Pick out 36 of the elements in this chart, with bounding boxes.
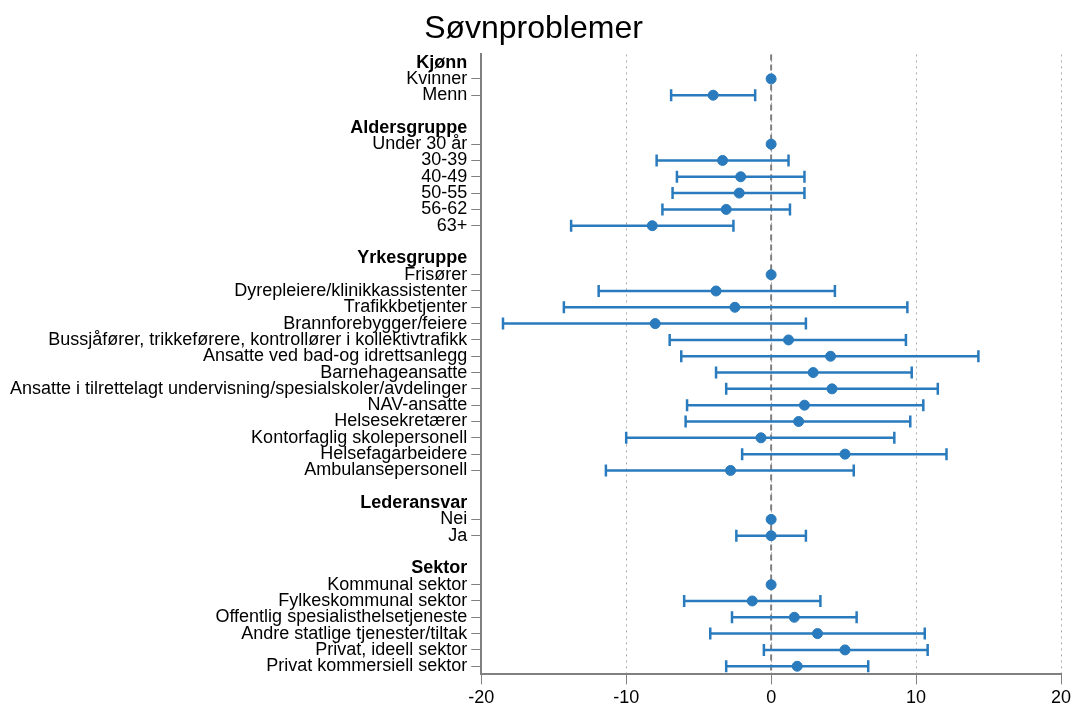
x-tick-label: 20 [1050, 687, 1072, 708]
point [765, 138, 777, 150]
point [710, 285, 722, 297]
point [788, 611, 800, 623]
chart-title: Søvnproblemer [424, 9, 644, 46]
point [746, 595, 758, 607]
y-tick-label: Helsesekretærer [334, 410, 468, 431]
y-tick-label: Menn [422, 84, 468, 105]
point [735, 171, 747, 183]
point [725, 464, 737, 476]
point [825, 350, 837, 362]
point [783, 334, 795, 346]
point [798, 399, 810, 411]
point [707, 89, 719, 101]
point [755, 432, 767, 444]
point [812, 628, 824, 640]
point [807, 367, 819, 379]
point [646, 220, 658, 232]
point [729, 301, 741, 313]
x-tick-label: -10 [613, 687, 640, 708]
point [765, 269, 777, 281]
point [826, 383, 838, 395]
point [839, 644, 851, 656]
point [765, 513, 777, 525]
point [839, 448, 851, 460]
point [720, 203, 732, 215]
point [765, 530, 777, 542]
point [733, 187, 745, 199]
x-tick-label: 10 [906, 687, 927, 708]
point [765, 579, 777, 591]
x-tick-label: -20 [468, 687, 495, 708]
point [649, 318, 661, 330]
point [717, 154, 729, 166]
point [793, 416, 805, 428]
x-tick-label: 0 [766, 687, 777, 708]
point [765, 73, 777, 85]
